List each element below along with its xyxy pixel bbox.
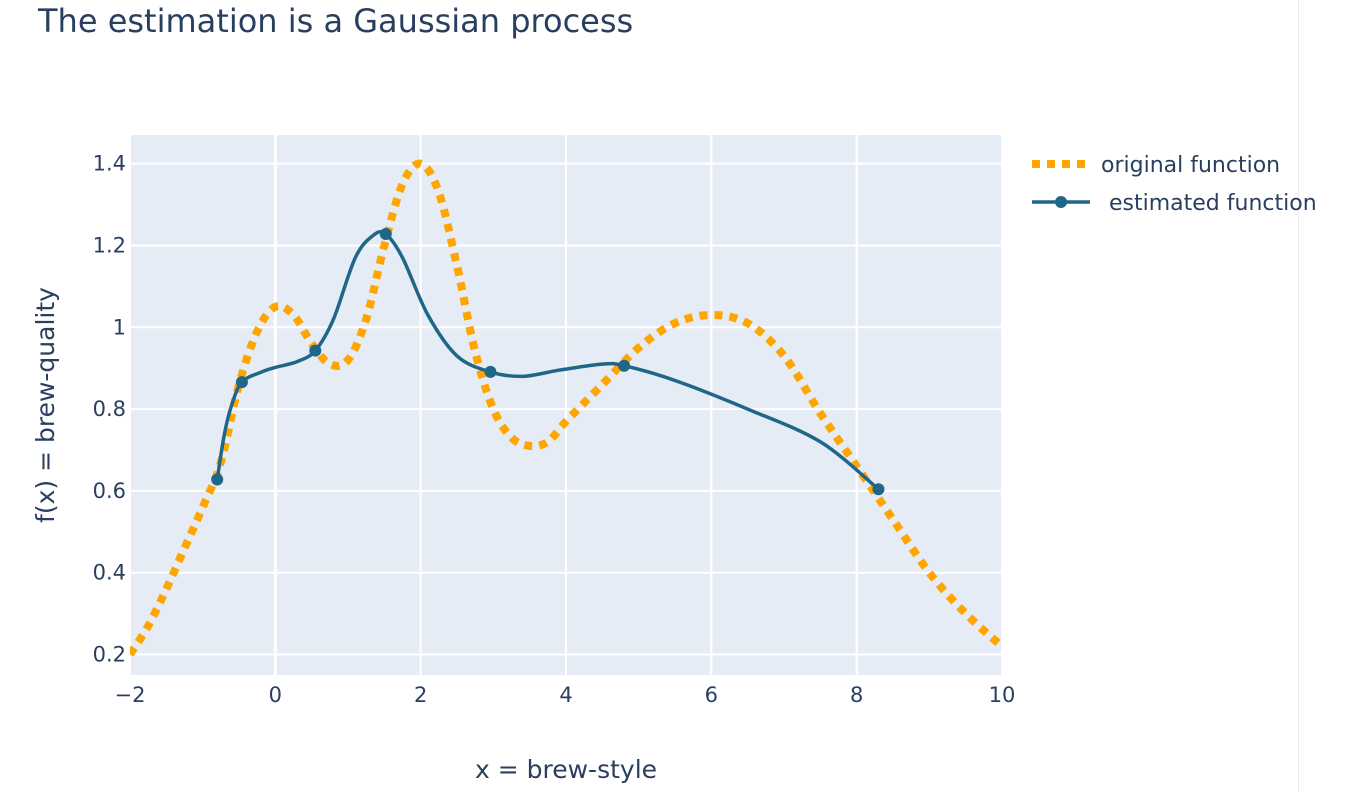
y-tick-label: 1 bbox=[113, 315, 126, 339]
legend[interactable]: original function estimated function bbox=[1032, 153, 1317, 216]
x-tick-label: 4 bbox=[559, 683, 572, 707]
estimated-function-marker bbox=[379, 228, 392, 240]
x-tick-labels: −2 0 2 4 6 8 10 bbox=[115, 683, 1016, 707]
y-tick-labels: 0.2 0.4 0.6 0.8 1 1.2 1.4 bbox=[93, 152, 126, 667]
estimated-function-marker bbox=[872, 483, 885, 496]
y-tick-label: 1.2 bbox=[93, 233, 126, 257]
y-tick-label: 0.8 bbox=[93, 397, 126, 421]
panel-divider bbox=[1298, 0, 1299, 792]
legend-label: estimated function bbox=[1109, 191, 1317, 216]
y-axis-title: f(x) = brew-quality bbox=[31, 287, 60, 523]
legend-item[interactable]: original function bbox=[1032, 153, 1280, 178]
y-tick-label: 1.4 bbox=[93, 152, 126, 176]
y-tick-label: 0.6 bbox=[93, 479, 126, 503]
legend-item[interactable]: estimated function bbox=[1032, 191, 1317, 216]
legend-swatch-marker bbox=[1055, 196, 1067, 208]
legend-label: original function bbox=[1101, 153, 1280, 178]
x-gridlines bbox=[129, 135, 1003, 675]
x-tick-label: 2 bbox=[414, 683, 427, 707]
estimated-function-marker bbox=[484, 365, 497, 378]
x-tick-label: 6 bbox=[705, 683, 718, 707]
y-tick-label: 0.2 bbox=[93, 643, 126, 667]
series-layer bbox=[130, 159, 1002, 657]
chart-title: The estimation is a Gaussian process bbox=[38, 2, 634, 40]
estimated-function-marker bbox=[211, 473, 224, 486]
estimated-function-line bbox=[215, 229, 880, 491]
x-tick-label: 0 bbox=[269, 683, 282, 707]
estimated-function-marker bbox=[618, 359, 631, 372]
estimated-function-marker bbox=[235, 376, 248, 389]
x-tick-label: −2 bbox=[115, 683, 146, 707]
y-tick-label: 0.4 bbox=[93, 561, 126, 585]
x-tick-label: 10 bbox=[989, 683, 1016, 707]
x-tick-label: 8 bbox=[850, 683, 863, 707]
x-axis-title: x = brew-style bbox=[475, 755, 657, 784]
estimated-function-marker bbox=[309, 344, 322, 357]
